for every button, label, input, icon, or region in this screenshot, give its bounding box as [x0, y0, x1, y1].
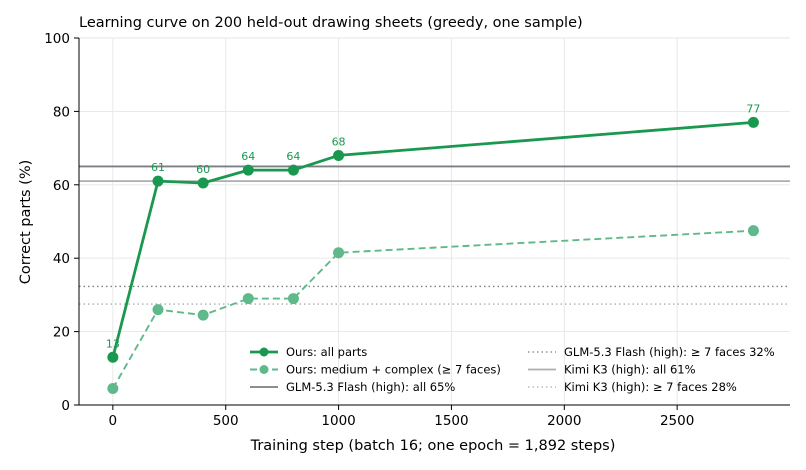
data-point — [242, 293, 254, 305]
data-point — [107, 382, 119, 394]
x-tick-label: 1500 — [434, 413, 468, 429]
data-point — [747, 116, 759, 128]
y-tick-label: 0 — [61, 398, 70, 414]
legend-label: Ours: medium + complex (≥ 7 faces) — [286, 363, 501, 377]
legend-label: Kimi K3 (high): all 61% — [564, 363, 696, 377]
y-axis-label: Correct parts (%) — [18, 160, 34, 285]
data-point — [287, 293, 299, 305]
data-label: 60 — [196, 163, 210, 176]
x-tick-label: 2500 — [660, 413, 694, 429]
legend-marker — [259, 347, 269, 357]
data-point — [333, 149, 345, 161]
legend-label: GLM-5.3 Flash (high): all 65% — [286, 380, 455, 394]
data-point — [747, 225, 759, 237]
x-tick-label: 2000 — [547, 413, 581, 429]
reference-lines — [79, 165, 790, 305]
y-tick-label: 60 — [53, 178, 70, 194]
legend: Ours: all parts Ours: medium + complex (≥… — [250, 345, 775, 394]
tick-labels: 0 500 1000 1500 2000 2500 0 20 40 60 80 100 — [44, 31, 694, 429]
data-point — [197, 309, 209, 321]
data-label: 77 — [746, 102, 760, 115]
data-point — [197, 177, 209, 189]
y-tick-label: 100 — [44, 31, 70, 47]
x-tick-label: 1000 — [321, 413, 355, 429]
data-label: 64 — [286, 150, 300, 163]
chart-title: Learning curve on 200 held-out drawing s… — [79, 15, 583, 31]
data-point — [107, 351, 119, 363]
data-label: 13 — [106, 337, 120, 350]
x-tick-label: 500 — [213, 413, 239, 429]
legend-label: Ours: all parts — [286, 345, 367, 359]
x-axis-label: Training step (batch 16; one epoch = 1,8… — [250, 438, 616, 454]
legend-label: GLM-5.3 Flash (high): ≥ 7 faces 32% — [564, 345, 775, 359]
series-line — [111, 121, 754, 358]
data-label: 68 — [332, 135, 346, 148]
x-tick-label: 0 — [109, 413, 118, 429]
data-label: 64 — [241, 150, 255, 163]
data-point — [152, 304, 164, 316]
data-point — [287, 164, 299, 176]
data-point — [333, 247, 345, 259]
axes — [74, 37, 790, 410]
legend-marker — [259, 365, 269, 374]
legend-label: Kimi K3 (high): ≥ 7 faces 28% — [564, 380, 737, 394]
data-label: 61 — [151, 161, 165, 174]
series-layer: 13 61 60 64 64 68 77 — [106, 102, 760, 394]
data-point — [242, 164, 254, 176]
y-tick-label: 40 — [53, 251, 70, 267]
data-point — [152, 175, 164, 187]
y-tick-label: 80 — [53, 104, 70, 120]
y-tick-label: 20 — [53, 325, 70, 341]
